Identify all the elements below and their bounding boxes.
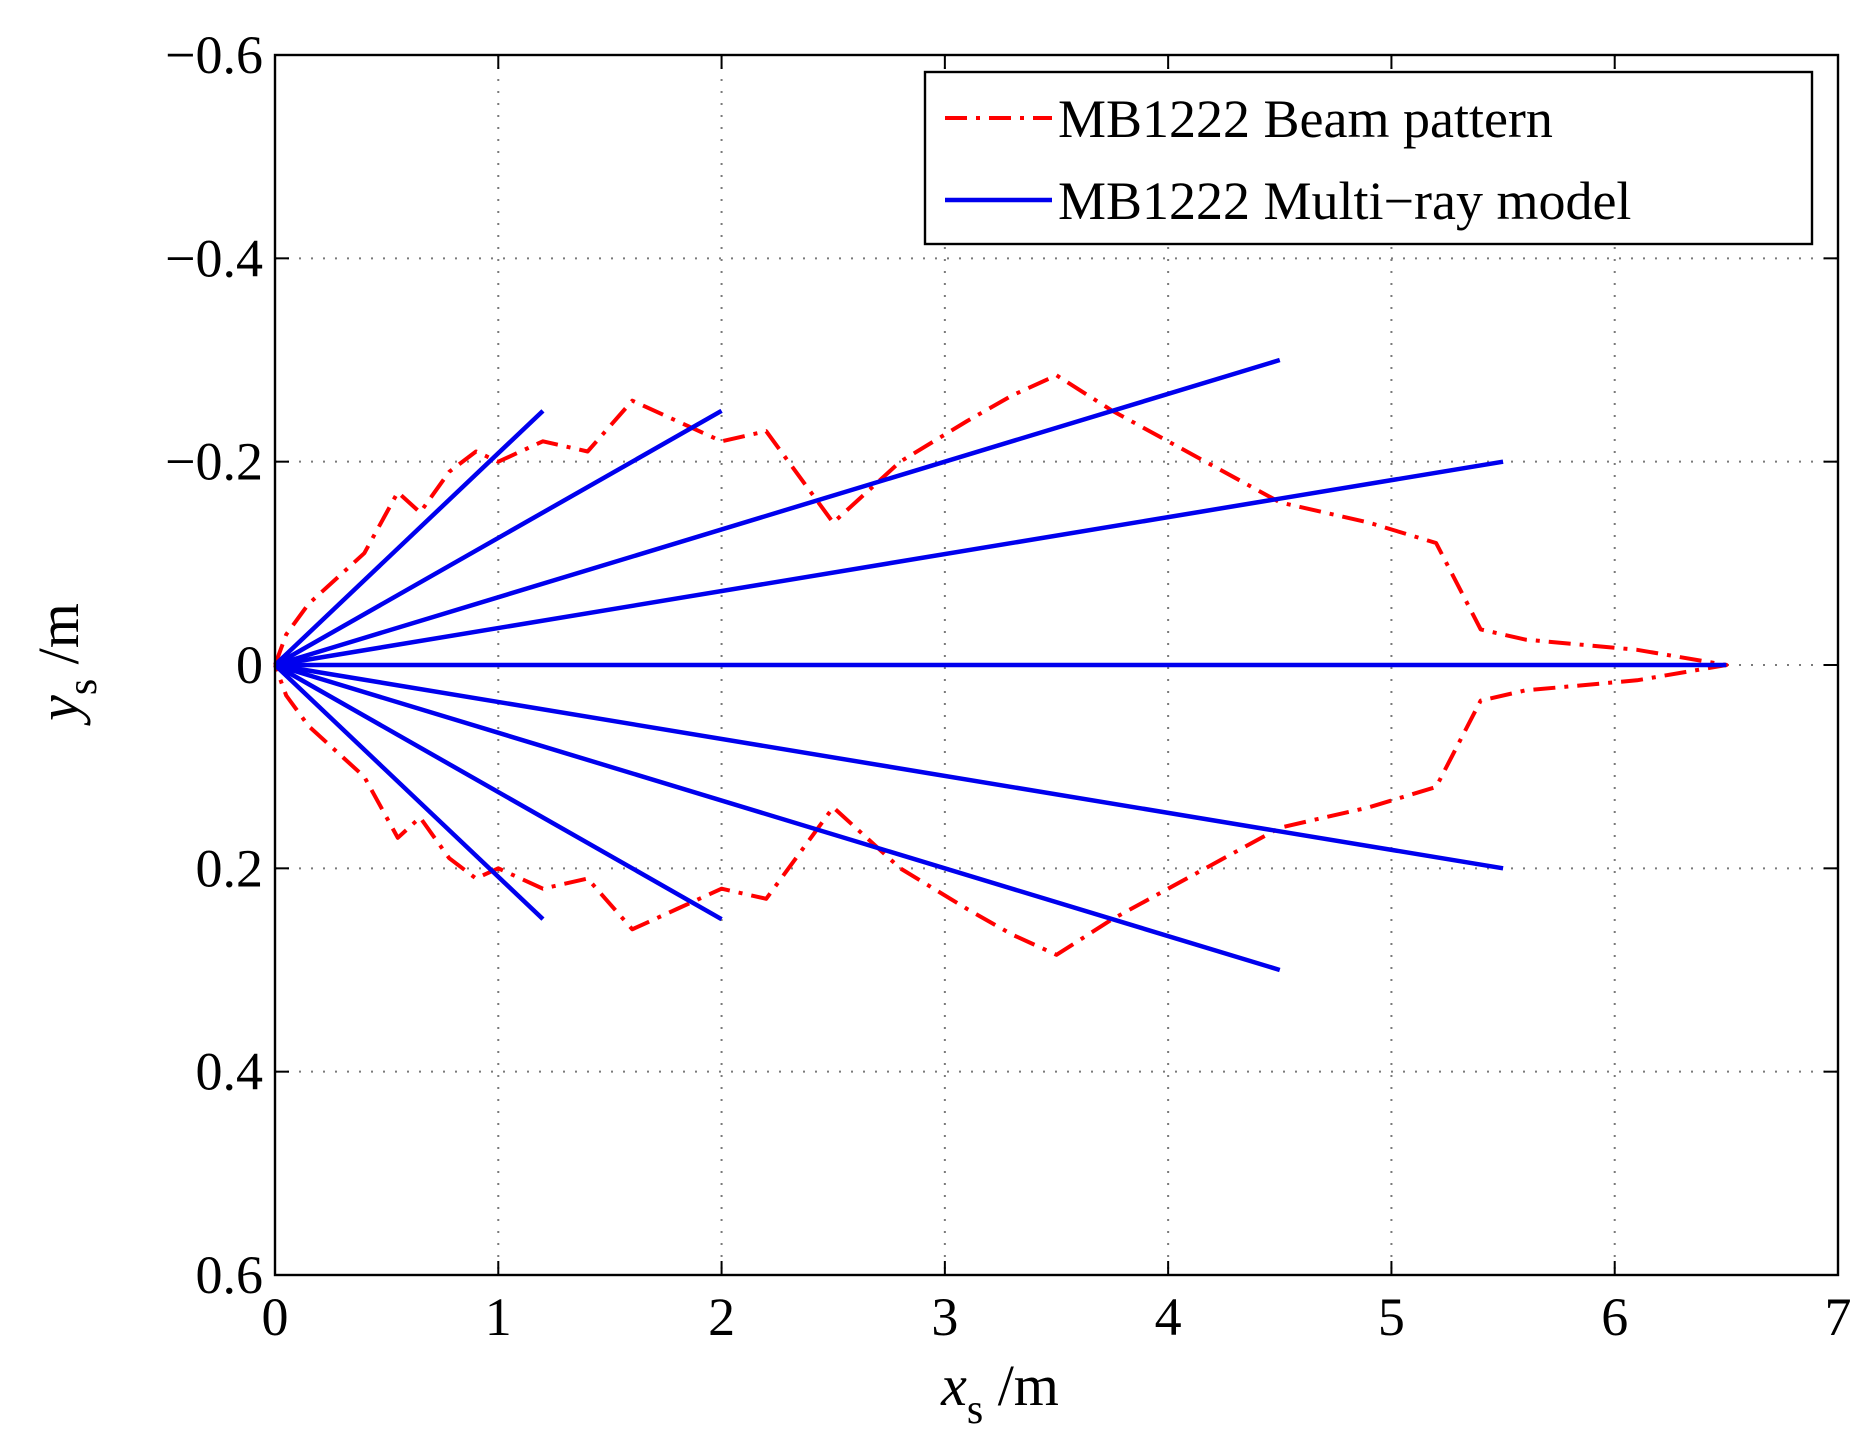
legend-label-beam-pattern: MB1222 Beam pattern <box>1058 89 1553 149</box>
x-tick-label: 0 <box>262 1287 289 1347</box>
series-multi-ray-line <box>274 662 1281 973</box>
y-tick-label: 0.6 <box>196 1245 264 1305</box>
x-tick-label: 7 <box>1825 1287 1852 1347</box>
series-multi-ray-line <box>273 408 723 667</box>
plot-frame <box>273 53 1840 1277</box>
x-tick-label: 6 <box>1601 1287 1628 1347</box>
y-tick-label: 0.2 <box>196 838 264 898</box>
y-tick-label: −0.6 <box>165 25 263 85</box>
series-multi-ray-line <box>274 662 1504 871</box>
series-multi-ray-line <box>273 663 545 921</box>
series-beam-pattern-line <box>273 373 1729 957</box>
x-tick-label: 4 <box>1155 1287 1182 1347</box>
y-tick-label: −0.4 <box>165 228 263 288</box>
x-tick-label: 3 <box>931 1287 958 1347</box>
y-tick-label: 0 <box>236 635 263 695</box>
legend: MB1222 Beam pattern MB1222 Multi−ray mod… <box>923 70 1814 246</box>
tick-labels: 0 1 2 3 4 5 6 7 −0.6 −0.4 −0.2 0 0.2 0.4 0.6 <box>165 25 1851 1347</box>
legend-label-multi-ray: MB1222 Multi−ray model <box>1058 171 1631 231</box>
series-multi-ray-line <box>274 459 1504 668</box>
series-multi-ray-line <box>274 357 1281 668</box>
y-tick-label: −0.2 <box>165 432 263 492</box>
legend-box <box>923 70 1814 246</box>
x-tick-label: 2 <box>708 1287 735 1347</box>
x-tick-label: 1 <box>485 1287 512 1347</box>
series-multi-ray-line <box>273 663 723 922</box>
y-tick-label: 0.4 <box>196 1042 264 1102</box>
y-axis-title: ys /m <box>26 603 106 726</box>
x-tick-label: 5 <box>1378 1287 1405 1347</box>
x-axis-title: xs /m <box>940 1353 1059 1433</box>
series-multi-ray-line <box>273 409 545 667</box>
series <box>273 357 1729 973</box>
